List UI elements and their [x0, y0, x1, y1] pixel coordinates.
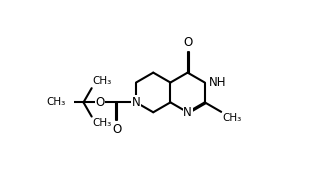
- Text: NH: NH: [209, 76, 226, 89]
- Text: N: N: [132, 96, 140, 109]
- Text: N: N: [183, 106, 192, 119]
- Text: CH₃: CH₃: [92, 77, 112, 87]
- Text: O: O: [112, 123, 122, 136]
- Text: CH₃: CH₃: [46, 97, 66, 107]
- Text: O: O: [95, 96, 105, 109]
- Text: CH₃: CH₃: [92, 118, 112, 128]
- Text: O: O: [183, 36, 192, 49]
- Text: CH₃: CH₃: [222, 113, 241, 123]
